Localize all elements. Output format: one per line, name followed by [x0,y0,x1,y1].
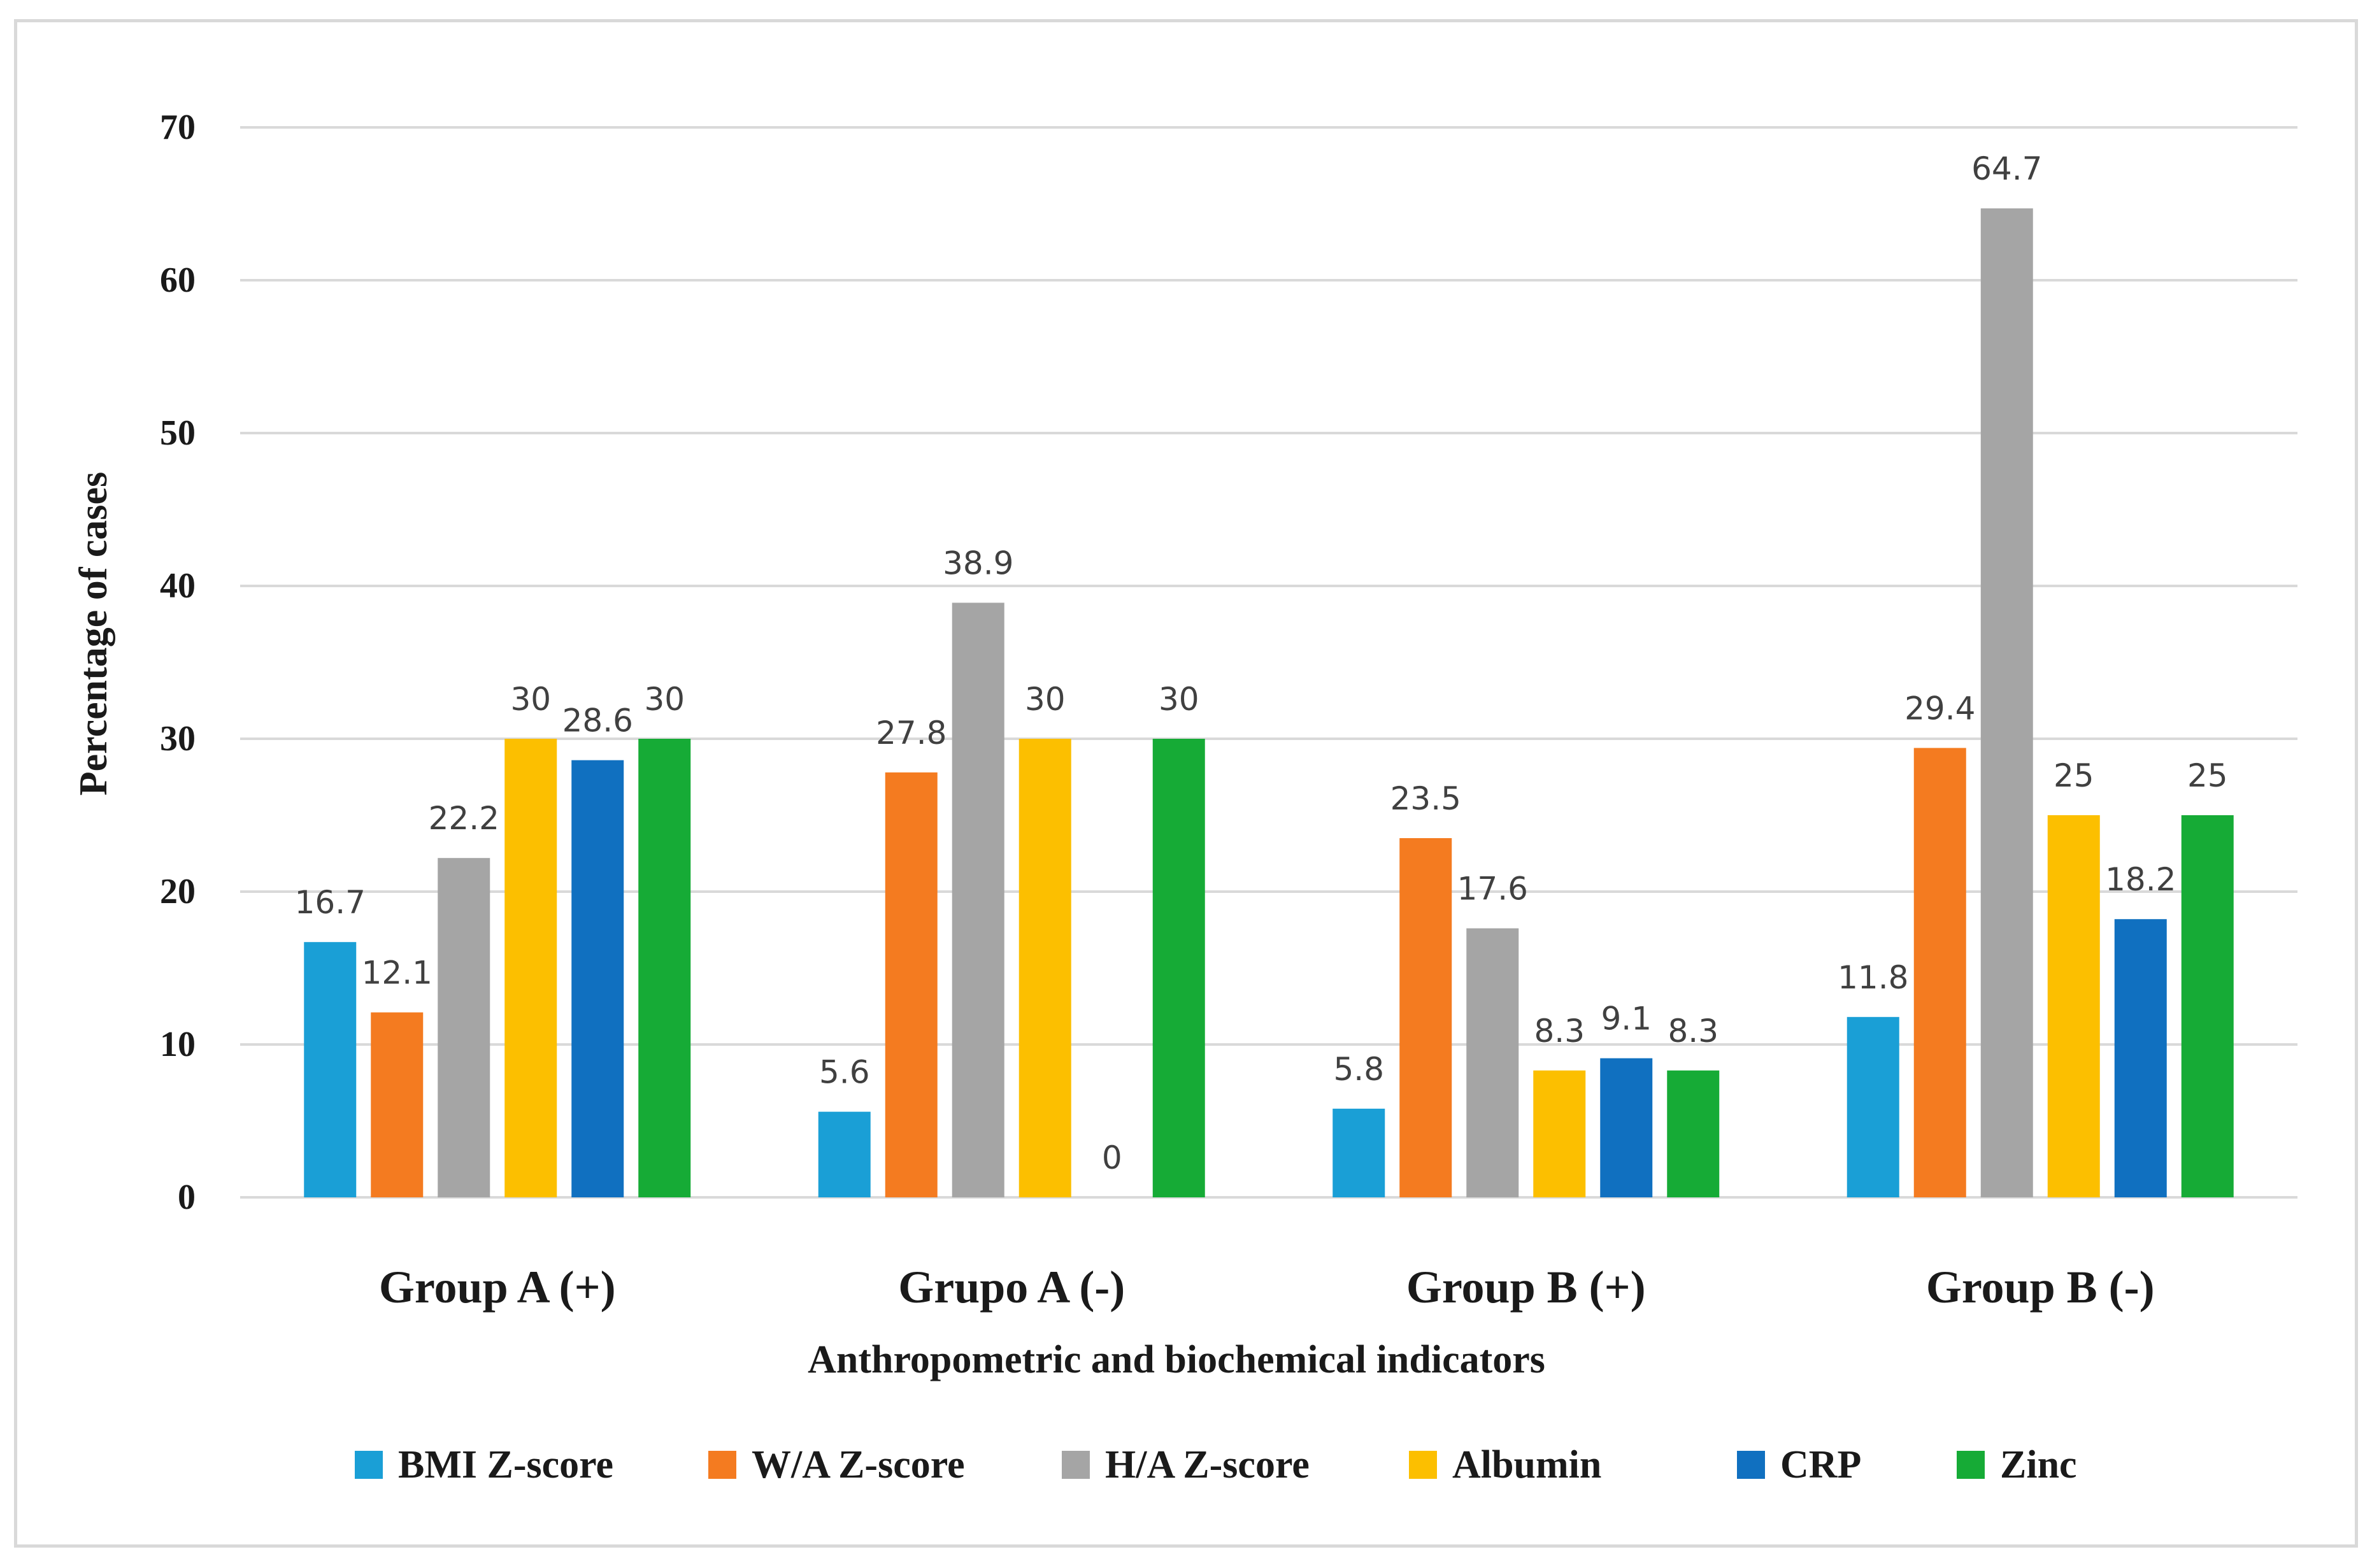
data-label: 8.3 [1668,1013,1718,1050]
bar [2114,919,2167,1197]
y-tick-label: 30 [160,719,196,759]
data-label: 28.6 [562,702,633,739]
legend-swatch [1409,1451,1437,1479]
bar [885,772,938,1197]
data-label: 38.9 [943,545,1013,581]
data-label: 29.4 [1904,690,1975,727]
y-tick-label: 0 [178,1178,196,1217]
data-label: 30 [1159,681,1199,718]
legend-label: Albumin [1452,1443,1601,1486]
y-tick-label: 20 [160,872,196,911]
category-labels: Group A (+) Grupo A (-) Group B (+) Group B… [379,1262,2155,1313]
data-labels: 16.7 12.1 22.2 30 28.6 30 5.6 27.8 38.9 30 0 30 5.8 2… [295,150,2228,1176]
bar [1533,1070,1586,1197]
data-label: 11.8 [1838,959,1908,996]
bar [1913,748,1966,1197]
data-label: 0 [1102,1139,1122,1176]
bar [304,942,357,1197]
legend-swatch [355,1451,383,1479]
bar [952,602,1004,1197]
y-tick-label: 40 [160,566,196,606]
legend-label: BMI Z-score [398,1443,613,1486]
legend-label: W/A Z-score [752,1443,965,1486]
legend-swatch [1062,1451,1090,1479]
legend-label: CRP [1780,1443,1861,1486]
data-label: 30 [644,681,685,718]
legend-swatch [1737,1451,1765,1479]
bar [1847,1016,1899,1197]
category-label: Grupo A (-) [898,1262,1125,1313]
bar [571,760,624,1197]
data-label: 9.1 [1601,1001,1652,1037]
data-label: 30 [1025,681,1066,718]
data-label: 30 [510,681,551,718]
y-tick-label: 60 [160,260,196,300]
chart-frame: 0 10 20 30 40 50 60 70 16.7 12.1 22.2 30 28.6 30 5.6 2… [14,19,2358,1548]
legend-label: Zinc [2000,1443,2077,1486]
category-label: Group B (-) [1926,1262,2155,1313]
data-label: 17.6 [1457,871,1528,908]
bar [1018,739,1071,1197]
data-label: 22.2 [429,800,499,837]
y-tick-label: 50 [160,413,196,453]
bar [1152,739,1205,1197]
bar [1399,838,1452,1197]
data-label: 25 [2054,757,2094,794]
data-label: 5.8 [1333,1051,1384,1088]
data-label: 16.7 [295,884,366,921]
bar [1466,928,1519,1197]
data-label: 12.1 [362,955,432,992]
category-label: Group B (+) [1406,1262,1646,1313]
bar [371,1012,424,1197]
data-label: 25 [2187,757,2228,794]
bar [1667,1070,1720,1197]
bars [304,208,2234,1198]
data-label: 27.8 [876,715,947,752]
bar [1600,1058,1653,1197]
bar [504,739,557,1197]
x-axis-title: Anthropometric and biochemical indicator… [808,1338,1545,1381]
data-label: 18.2 [2105,861,2176,898]
legend-swatch [708,1451,736,1479]
y-tick-label: 10 [160,1025,196,1064]
bar [2047,815,2100,1197]
data-label: 5.6 [819,1054,870,1091]
legend: BMI Z-score W/A Z-score H/A Z-score Albumin… [355,1443,2077,1486]
data-label: 8.3 [1534,1013,1585,1050]
bar [818,1111,871,1197]
legend-label: H/A Z-score [1105,1443,1310,1486]
bar [638,739,691,1197]
data-label: 64.7 [1971,150,2042,187]
data-label: 23.5 [1390,780,1461,817]
bar [2181,815,2234,1197]
y-axis-ticks: 0 10 20 30 40 50 60 70 [160,108,196,1217]
bar [438,858,490,1197]
bar [1332,1108,1385,1197]
bar-chart: 0 10 20 30 40 50 60 70 16.7 12.1 22.2 30 28.6 30 5.6 2… [72,108,2297,1486]
y-tick-label: 70 [160,108,196,147]
y-axis-title: Percentage of cases [72,472,115,795]
legend-swatch [1957,1451,1985,1479]
bar [1980,208,2033,1198]
category-label: Group A (+) [379,1262,616,1313]
